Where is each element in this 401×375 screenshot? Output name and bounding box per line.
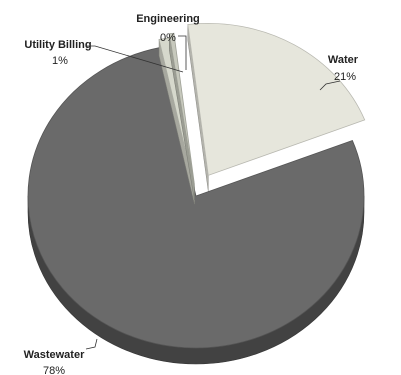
label-wastewater-name: Wastewater xyxy=(24,349,85,361)
leader-line-wastewater xyxy=(85,338,98,350)
slice-water xyxy=(187,22,366,176)
slice-engineering xyxy=(168,32,195,185)
slices-group xyxy=(27,22,366,365)
label-engineering-value: 0% xyxy=(160,32,176,44)
label-water-name: Water xyxy=(328,54,359,66)
leader-lines-group xyxy=(85,35,341,350)
leader-line-engineering xyxy=(178,35,187,70)
leader-line-utility-billing xyxy=(86,45,184,73)
leader-line-water xyxy=(319,80,341,91)
label-utility-billing-name: Utility Billing xyxy=(24,39,91,51)
label-wastewater-value: 78% xyxy=(43,365,65,375)
label-utility-billing-value: 1% xyxy=(52,55,68,67)
labels-group: Engineering 0% Utility Billing 1% Water … xyxy=(24,13,359,375)
label-engineering-name: Engineering xyxy=(136,13,200,25)
slice-wastewater xyxy=(27,46,365,349)
label-water-value: 21% xyxy=(334,71,356,83)
